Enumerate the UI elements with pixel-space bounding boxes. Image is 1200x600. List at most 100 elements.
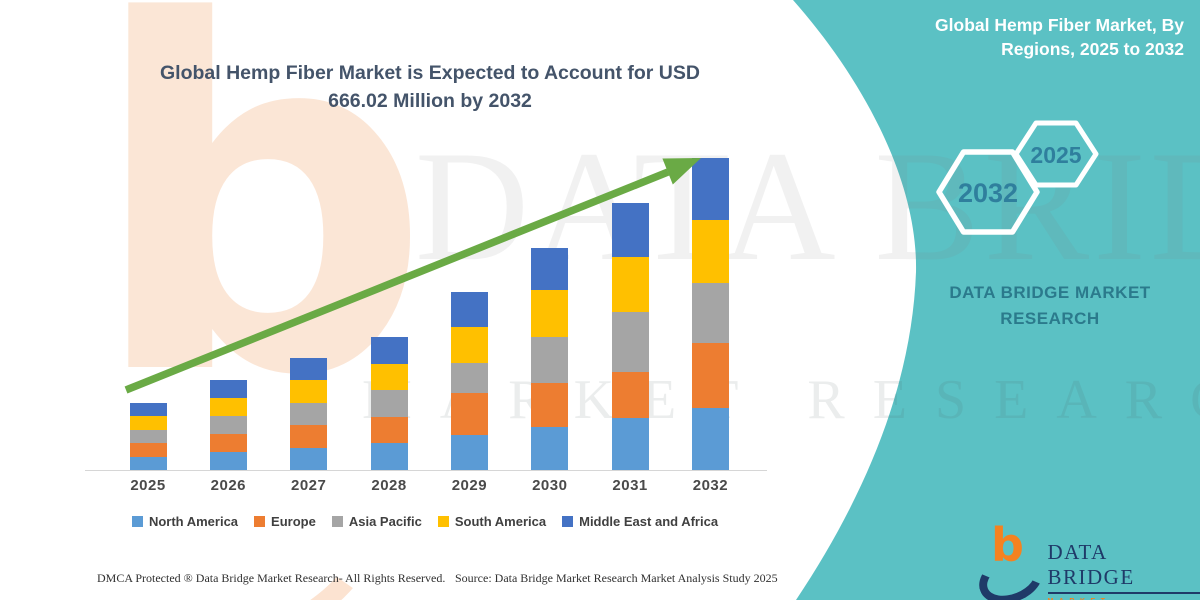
side-panel-brand-line2: RESEARCH (1000, 309, 1100, 329)
bar-segment (691, 342, 729, 409)
bar-segment (370, 416, 408, 444)
legend-swatch-icon (562, 516, 574, 527)
side-panel-brand-text: DATA BRIDGE MARKET RESEARCH (905, 280, 1195, 333)
legend-item: Europe (254, 514, 316, 529)
hexagon-2032-icon (936, 149, 1040, 235)
legend-label: South America (454, 514, 547, 529)
stacked-bar-2027 (290, 358, 328, 470)
bar-segment (531, 290, 569, 337)
bar-segment (611, 256, 649, 312)
stacked-bar-2032 (691, 158, 729, 470)
legend-item: North America (131, 514, 239, 529)
legend-label: North America (148, 514, 239, 529)
bar-segment (129, 429, 167, 444)
chart-title: Global Hemp Fiber Market is Expected to … (85, 60, 775, 115)
side-panel-brand-line1: DATA BRIDGE MARKET (949, 283, 1151, 302)
legend-swatch-icon (331, 516, 343, 527)
bar-segment (531, 383, 569, 427)
x-axis-tick-label: 2028 (371, 477, 407, 494)
bar-segment (209, 416, 247, 434)
bar-segment (129, 443, 167, 457)
x-axis-line (85, 470, 767, 471)
legend-item: South America (437, 514, 547, 529)
legend-swatch-icon (131, 516, 143, 527)
side-panel-title-line2: Regions, 2025 to 2032 (1001, 39, 1184, 60)
bar-segment (450, 363, 488, 394)
watermark-market-research-text: MARKET RESEARCH (362, 369, 1200, 431)
bar-segment (611, 418, 649, 470)
chart-legend: North America Europe Asia Pacific South Ame… (80, 514, 770, 529)
bar-segment (209, 398, 247, 416)
legend-item: Asia Pacific (331, 514, 422, 529)
chart-title-line1: Global Hemp Fiber Market is Expected to … (160, 62, 700, 84)
hexagon-2025-icon (1013, 120, 1099, 188)
bar-segment (209, 380, 247, 398)
bar-segment (691, 408, 729, 470)
bar-segment (450, 393, 488, 435)
bar-segment (290, 425, 328, 448)
bar-segment (450, 326, 488, 364)
side-panel-title-line1: Global Hemp Fiber Market, By (935, 15, 1184, 35)
stacked-bar-2026 (209, 380, 247, 470)
bar-segment (290, 402, 328, 426)
bar-segment (370, 443, 408, 470)
bar-segment (209, 452, 247, 470)
logo-text-block: DATA BRIDGE MARKET RESEARCH (1047, 540, 1200, 600)
bar-segment (290, 358, 328, 381)
data-bridge-logo-mark-icon: b (971, 522, 1051, 600)
legend-label: Europe (271, 514, 316, 529)
bar-segment (370, 363, 408, 391)
side-panel-title: Global Hemp Fiber Market, By Regions, 20… (854, 13, 1184, 61)
bar-segment (450, 291, 488, 327)
bar-segment (370, 337, 408, 364)
hexagon-2032-label: 2032 (958, 178, 1018, 208)
bar-segment (691, 219, 729, 284)
bar-segment (370, 390, 408, 417)
x-axis-tick-label: 2032 (692, 477, 729, 494)
bar-segment (611, 311, 649, 372)
bar-segment (209, 434, 247, 452)
bar-segment (531, 336, 569, 384)
stacked-bar-2030 (531, 248, 569, 470)
bar-segment (611, 371, 649, 419)
teal-panel-shape (793, 0, 1200, 600)
hexagon-2025-label: 2025 (1030, 142, 1081, 168)
bar-segment (129, 403, 167, 417)
stacked-bar-2025 (129, 403, 167, 470)
stacked-bar-2029 (450, 291, 488, 470)
chart-title-line2: 666.02 Million by 2032 (328, 89, 532, 112)
legend-label: Asia Pacific (348, 514, 422, 529)
dmca-text: DMCA Protected ® Data Bridge Market Rese… (97, 571, 446, 585)
stacked-bar-2031 (611, 203, 649, 470)
legend-item: Middle East and Africa (562, 514, 718, 529)
logo-name: DATA BRIDGE (1047, 540, 1200, 594)
x-axis-tick-label: 2026 (210, 477, 247, 494)
legend-label: Middle East and Africa (579, 514, 719, 529)
data-bridge-logo: b DATA BRIDGE MARKET RESEARCH (971, 522, 1200, 600)
legend-swatch-icon (254, 516, 266, 527)
bar-segment (531, 426, 569, 470)
x-axis-tick-label: 2029 (451, 477, 488, 494)
bar-segment (531, 248, 569, 291)
bar-segment (691, 158, 729, 220)
bar-segment (290, 380, 328, 403)
bar-segment (290, 447, 328, 470)
bar-segment (611, 203, 649, 257)
bar-segment (129, 416, 167, 430)
legend-swatch-icon (437, 516, 449, 527)
bar-segment (129, 456, 167, 470)
logo-b-letter: b (991, 518, 1024, 572)
bar-segment (450, 435, 488, 470)
stacked-bar-2028 (370, 337, 408, 470)
bar-segment (691, 283, 729, 343)
x-axis-tick-label: 2025 (130, 477, 166, 494)
logo-subtitle: MARKET RESEARCH (1048, 598, 1200, 600)
x-axis-tick-label: 2031 (612, 477, 648, 494)
x-axis-tick-label: 2027 (291, 477, 327, 494)
x-axis-tick-label: 2030 (532, 477, 568, 494)
